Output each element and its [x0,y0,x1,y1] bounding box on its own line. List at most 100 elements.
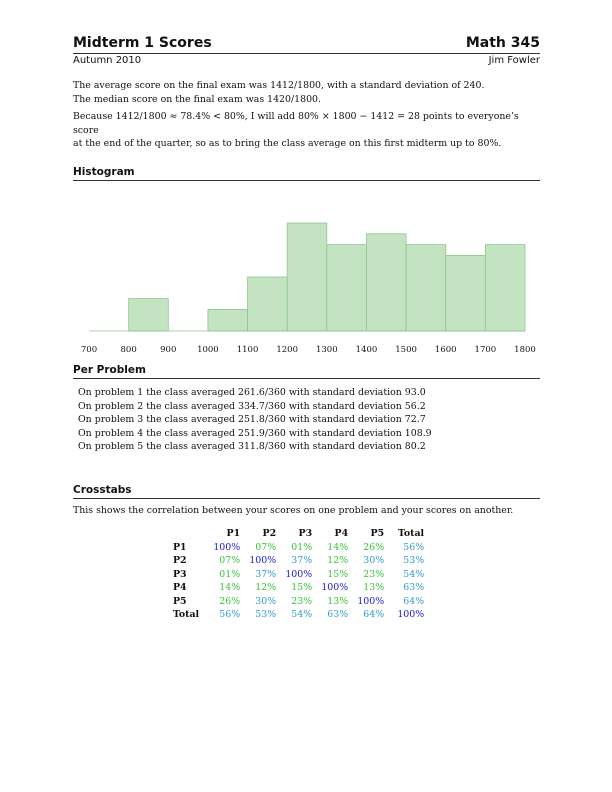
correlation-cell: 14% [219,582,241,594]
correlation-cell: 100% [213,541,241,553]
column-header: P5 [370,528,385,540]
correlation-cell: 100% [397,609,425,621]
crosstabs-heading: Crosstabs [73,484,540,499]
correlation-cell: 15% [327,568,349,580]
problem-stat: On problem 3 the class averaged 251.8/36… [78,414,426,426]
histogram-bar [326,244,367,332]
correlation-cell: 54% [403,568,425,580]
term-label: Autumn 2010 [73,55,142,66]
row-header: P3 [173,568,187,580]
column-header: Total [398,528,425,540]
correlation-cell: 100% [285,568,313,580]
correlation-cell: 14% [327,541,349,553]
row-header: Total [173,609,200,621]
x-tick-label: 1000 [197,345,219,355]
problem-stat: On problem 4 the class averaged 251.9/36… [78,427,432,439]
average-line: The average score on the final exam was … [73,80,485,91]
correlation-cell: 56% [403,541,425,553]
adjustment-line-2: at the end of the quarter, so as to brin… [73,138,502,149]
author-name: Jim Fowler [488,55,540,66]
problem-stat: On problem 5 the class averaged 311.8/36… [78,441,426,453]
row-header: P5 [173,595,187,607]
x-tick-label: 1800 [514,345,536,355]
histogram-bar [366,233,407,332]
problem-stat: On problem 1 the class averaged 261.6/36… [78,387,426,398]
correlation-cell: 30% [363,555,385,567]
table-row: P4 14% 12% 15% 100% 13% 63% [170,581,427,595]
correlation-cell: 07% [219,555,241,567]
adjustment-paragraph: Because 1412/1800 ≈ 78.4% < 80%, I will … [73,110,540,151]
correlation-cell: 30% [255,595,277,607]
page-title: Midterm 1 Scores [73,35,212,51]
histogram-chart: 700 800 900 1000 1100 1200 1300 1400 1500 1600 170… [81,222,536,355]
crosstab-table: P1 P2 P3 P4 P5 Total P1 100% 07% 01% 14% 26% 5… [170,527,427,622]
column-header: P3 [298,528,313,540]
problem-stat: On problem 2 the class averaged 334.7/36… [78,400,426,412]
x-tick-label: 1200 [276,345,298,355]
correlation-cell: 23% [291,595,313,607]
crosstab-header-row: P1 P2 P3 P4 P5 Total [170,527,427,541]
correlation-cell: 56% [219,609,241,621]
column-header: P4 [334,528,349,540]
correlation-cell: 100% [249,555,277,567]
correlation-cell: 100% [357,595,385,607]
x-tick-label: 800 [121,345,137,355]
table-row: Total 56% 53% 54% 63% 64% 100% [170,608,427,622]
histogram-bar [484,244,526,332]
table-row: P5 26% 30% 23% 13% 100% 64% [170,595,427,609]
x-tick-label: 1400 [356,345,378,355]
correlation-cell: 12% [327,555,349,567]
row-header: P4 [173,582,187,594]
row-header: P1 [173,541,187,553]
histogram-bar [405,244,447,332]
correlation-cell: 13% [363,582,385,594]
column-header: P2 [262,528,277,540]
histogram-bars [128,222,526,332]
correlation-cell: 54% [291,609,313,621]
correlation-cell: 63% [403,582,425,594]
correlation-cell: 12% [255,582,277,594]
column-header: P1 [226,528,241,540]
correlation-cell: 13% [327,595,349,607]
histogram-bar [207,309,248,332]
histogram-tick-labels: 700 800 900 1000 1100 1200 1300 1400 1500 1600 170… [81,345,536,355]
correlation-cell: 37% [255,568,277,580]
x-tick-label: 1500 [395,345,417,355]
intro-paragraph: The average score on the final exam was … [73,79,540,106]
x-tick-label: 1600 [435,345,457,355]
adjustment-line-1: Because 1412/1800 ≈ 78.4% < 80%, I will … [73,111,519,136]
correlation-cell: 63% [327,609,349,621]
correlation-cell: 53% [403,555,425,567]
x-tick-label: 900 [160,345,176,355]
histogram-heading: Histogram [73,166,540,181]
x-tick-label: 1300 [316,345,338,355]
table-row: P3 01% 37% 100% 15% 23% 54% [170,568,427,582]
correlation-cell: 07% [255,541,277,553]
x-tick-label: 1700 [475,345,497,355]
x-tick-label: 1100 [237,345,259,355]
header-rule [73,53,540,54]
correlation-cell: 53% [255,609,277,621]
x-tick-label: 700 [81,345,97,355]
histogram-bar [247,276,288,332]
correlation-cell: 64% [403,595,425,607]
course-name: Math 345 [465,35,540,51]
crosstab-corner [170,527,207,541]
histogram-bar [445,255,486,332]
table-row: P2 07% 100% 37% 12% 30% 53% [170,554,427,568]
correlation-cell: 01% [219,568,241,580]
problem-list: On problem 1 the class averaged 261.6/36… [78,386,432,454]
histogram-bar [286,222,328,332]
table-row: P1 100% 07% 01% 14% 26% 56% [170,541,427,555]
correlation-cell: 26% [219,595,241,607]
correlation-cell: 15% [291,582,313,594]
correlation-cell: 64% [363,609,385,621]
per-problem-heading: Per Problem [73,364,540,379]
correlation-cell: 37% [291,555,313,567]
histogram-bar [128,298,169,332]
correlation-cell: 23% [363,568,385,580]
page-header: Midterm 1 Scores Math 345 Autumn 2010 Ji… [73,35,540,66]
median-line: The median score on the final exam was 1… [73,93,321,105]
correlation-cell: 26% [363,541,385,553]
crosstabs-description: This shows the correlation between your … [73,505,514,516]
